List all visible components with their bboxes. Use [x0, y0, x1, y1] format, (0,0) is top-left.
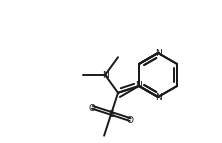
Text: N: N	[155, 48, 161, 57]
Text: S: S	[108, 110, 114, 119]
Text: O: O	[89, 104, 95, 113]
Text: N: N	[102, 70, 109, 80]
Text: O: O	[126, 116, 133, 125]
Text: N: N	[136, 82, 142, 91]
Text: N: N	[155, 93, 161, 102]
